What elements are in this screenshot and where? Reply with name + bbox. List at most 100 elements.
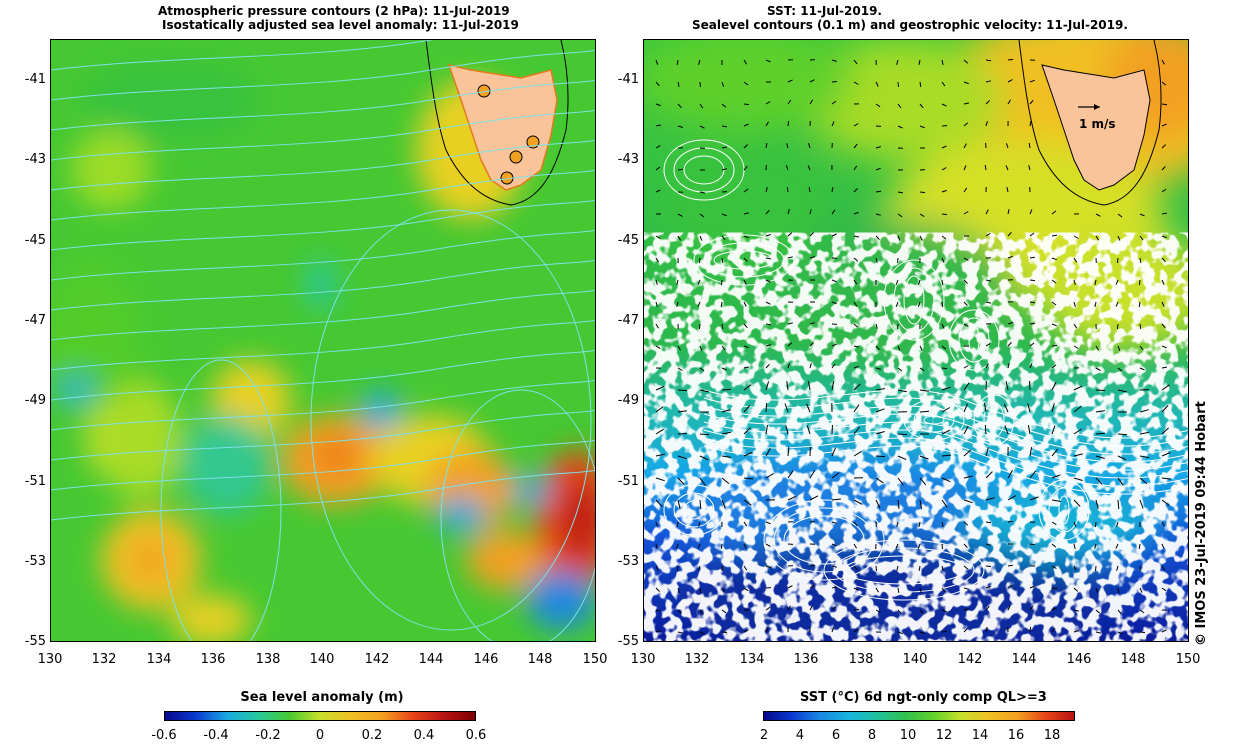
sealevel-contour-loop [683, 155, 725, 185]
velocity-arrow [785, 425, 789, 435]
pressure-contour-line [51, 229, 595, 281]
velocity-arrow [699, 257, 701, 264]
sst-colorbar-label: 6 [831, 728, 841, 743]
velocity-arrow [784, 403, 789, 413]
velocity-arrow [831, 543, 837, 547]
velocity-arrow [1051, 448, 1059, 457]
pressure-contour-line [51, 259, 595, 311]
velocity-arrow [1051, 403, 1055, 413]
velocity-arrow [1029, 605, 1034, 611]
velocity-arrow [831, 100, 837, 105]
velocity-arrow [963, 102, 969, 105]
velocity-arrow [1094, 521, 1097, 528]
velocity-arrow [721, 631, 728, 633]
velocity-arrow [765, 402, 768, 413]
velocity-arrow [897, 389, 907, 393]
velocity-arrow [919, 609, 924, 614]
velocity-arrow [963, 587, 969, 590]
velocity-arrow [1073, 385, 1083, 391]
velocity-arrow [743, 565, 748, 571]
velocity-arrow [875, 477, 884, 484]
velocity-arrow [1161, 188, 1167, 193]
velocity-arrow [1117, 257, 1119, 264]
velocity-arrow [897, 103, 902, 109]
velocity-arrow [787, 585, 793, 589]
velocity-arrow [919, 499, 923, 509]
velocity-arrow [985, 626, 988, 633]
velocity-arrow [787, 495, 797, 501]
pressure-contour-line [51, 289, 595, 341]
velocity-arrow [807, 381, 811, 391]
velocity-arrow [963, 257, 969, 261]
velocity-arrow [1161, 103, 1168, 106]
velocity-arrow [941, 543, 943, 550]
velocity-arrow [963, 425, 969, 435]
velocity-arrow [1138, 301, 1141, 308]
tasmania-land [1041, 64, 1151, 191]
velocity-arrow [809, 209, 812, 215]
velocity-arrow [875, 388, 885, 391]
velocity-arrow [1161, 521, 1165, 527]
velocity-arrow [1029, 301, 1036, 304]
sst-colorbar-label: 16 [1007, 728, 1025, 743]
velocity-arrow [676, 565, 679, 572]
velocity-arrow [853, 521, 858, 527]
velocity-arrow [655, 166, 661, 171]
velocity-arrow [787, 605, 791, 611]
velocity-arrow [809, 322, 815, 325]
velocity-arrow [941, 235, 947, 240]
velocity-arrow [1115, 301, 1119, 307]
velocity-arrow [1161, 629, 1167, 633]
velocity-arrow [743, 451, 753, 457]
velocity-arrow [721, 409, 731, 413]
velocity-arrow [919, 81, 922, 87]
velocity-arrow [1095, 213, 1101, 217]
velocity-arrow [1161, 323, 1166, 329]
velocity-arrow [787, 232, 793, 237]
left-y-tick: -41 [24, 72, 46, 87]
velocity-arrow [897, 213, 903, 218]
velocity-arrow [941, 59, 944, 66]
velocity-arrow [808, 143, 811, 149]
velocity-arrow [1027, 403, 1031, 413]
velocity-arrow [853, 565, 858, 571]
velocity-arrow [897, 367, 903, 372]
velocity-arrow [853, 499, 863, 505]
velocity-arrow [676, 543, 679, 549]
velocity-arrow [1073, 453, 1083, 457]
velocity-arrow [831, 187, 834, 193]
velocity-arrow [1161, 235, 1167, 239]
velocity-arrow [831, 381, 835, 391]
velocity-arrow [743, 345, 749, 349]
velocity-arrow [721, 146, 727, 149]
velocity-arrow [941, 565, 944, 571]
velocity-arrow [785, 165, 789, 171]
velocity-arrow [1139, 455, 1149, 459]
left-title-line2: Isostatically adjusted sea level anomaly… [162, 18, 519, 32]
velocity-arrow [787, 470, 794, 479]
right-y-tick: -53 [617, 554, 639, 569]
velocity-arrow [1007, 99, 1012, 105]
velocity-arrow [897, 345, 901, 351]
velocity-arrow [1029, 543, 1035, 546]
velocity-arrow [765, 363, 770, 369]
velocity-arrow [941, 407, 951, 413]
velocity-arrow [1095, 587, 1098, 593]
right-title-line2: Sealevel contours (0.1 m) and geostrophi… [692, 18, 1128, 32]
velocity-arrow [655, 428, 664, 435]
velocity-arrow [1117, 609, 1122, 615]
sealevel-contour-loop [833, 547, 975, 593]
velocity-arrow [831, 586, 837, 589]
velocity-arrow [897, 433, 908, 436]
velocity-arrow [743, 279, 747, 285]
velocity-arrow [808, 187, 811, 193]
velocity-arrow [655, 543, 658, 550]
sealevel-contour-line [703, 421, 1188, 471]
velocity-arrow [919, 191, 926, 194]
velocity-arrow [721, 279, 723, 286]
velocity-arrow [677, 455, 687, 460]
velocity-arrow [941, 386, 951, 391]
velocity-arrow [721, 235, 726, 241]
velocity-arrow [831, 59, 837, 62]
velocity-arrow [1161, 587, 1167, 592]
